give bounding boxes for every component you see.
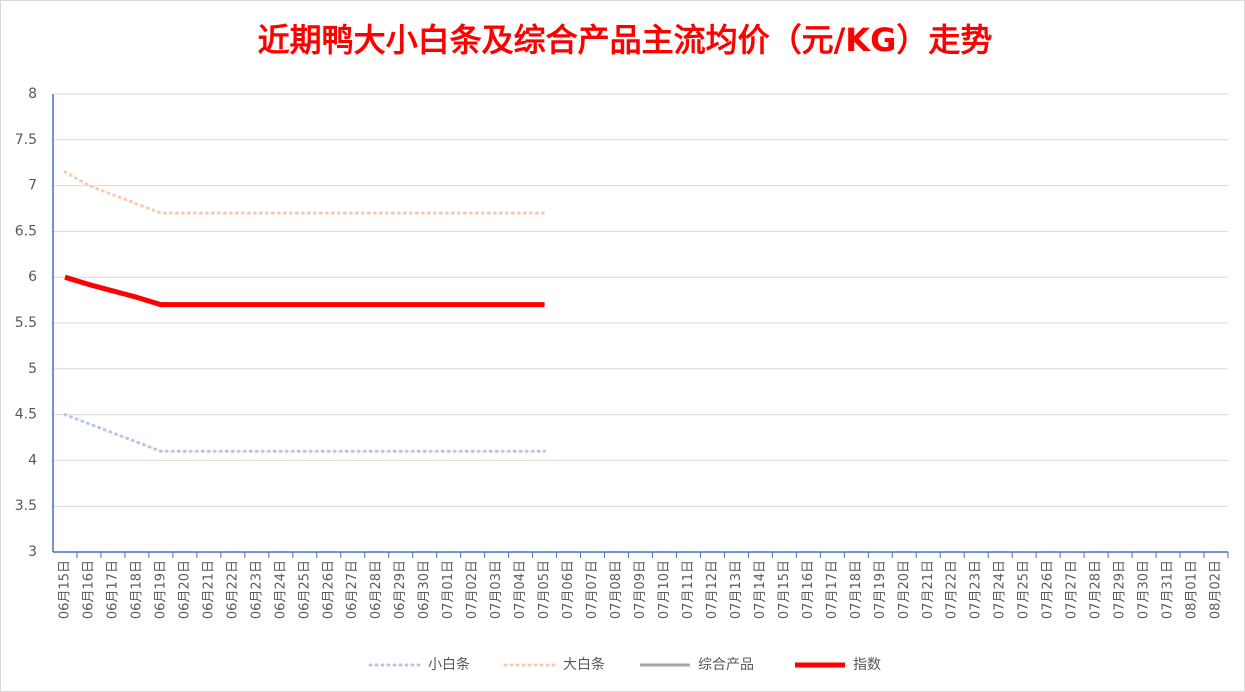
legend-label: 综合产品 <box>698 657 754 673</box>
x-tick-label: 07月02日 <box>465 560 480 619</box>
x-tick-label: 06月22日 <box>225 560 240 619</box>
x-tick-label: 07月27日 <box>1065 560 1080 619</box>
x-tick-label: 07月29日 <box>1113 560 1128 619</box>
x-tick-label: 07月04日 <box>513 560 528 619</box>
x-tick-label: 07月13日 <box>729 560 744 619</box>
x-tick-label: 07月12日 <box>705 560 720 619</box>
y-tick-label: 4.5 <box>15 407 37 423</box>
y-tick-label: 4 <box>28 452 37 468</box>
x-tick-label: 06月24日 <box>273 560 288 619</box>
series-line <box>64 274 545 308</box>
y-tick-label: 6.5 <box>15 223 37 239</box>
legend-label: 大白条 <box>563 656 605 673</box>
y-tick-label: 8 <box>28 86 37 102</box>
x-tick-label: 07月03日 <box>489 560 504 619</box>
x-tick-label: 07月01日 <box>441 560 456 619</box>
x-tick-label: 07月18日 <box>849 560 864 619</box>
x-tick-label: 07月16日 <box>801 560 816 619</box>
x-tick-label: 07月28日 <box>1089 560 1104 619</box>
x-tick-label: 07月11日 <box>681 560 696 619</box>
x-tick-label: 06月23日 <box>249 560 264 619</box>
x-tick-label: 07月15日 <box>777 560 792 619</box>
x-tick-label: 07月26日 <box>1041 560 1056 619</box>
y-tick-label: 3.5 <box>15 498 37 514</box>
x-tick-label: 06月20日 <box>177 560 192 619</box>
y-tick-label: 6 <box>28 269 37 285</box>
x-tick-label: 07月25日 <box>1017 560 1032 619</box>
x-tick-label: 07月08日 <box>609 560 624 619</box>
x-tick-label: 07月17日 <box>825 560 840 619</box>
x-tick-label: 07月31日 <box>1161 560 1176 619</box>
x-tick-label: 06月18日 <box>129 560 144 619</box>
chart-title: 近期鸭大小白条及综合产品主流均价（元/KG）走势 <box>258 21 993 59</box>
x-tick-label: 07月20日 <box>897 560 912 619</box>
x-tick-label: 07月14日 <box>753 560 768 619</box>
y-tick-label: 7.5 <box>15 132 37 148</box>
x-tick-label: 06月29日 <box>393 560 408 619</box>
x-tick-label: 07月30日 <box>1137 560 1152 619</box>
x-tick-label: 06月17日 <box>105 560 120 619</box>
x-tick-label: 08月02日 <box>1209 560 1224 619</box>
y-tick-label: 5 <box>28 361 37 377</box>
x-tick-label: 07月21日 <box>921 560 936 619</box>
x-tick-label: 06月26日 <box>321 560 336 619</box>
x-tick-label: 07月23日 <box>969 560 984 619</box>
y-tick-label: 5.5 <box>15 315 37 331</box>
x-tick-label: 06月21日 <box>201 560 216 619</box>
x-tick-label: 07月07日 <box>585 560 600 619</box>
x-tick-label: 06月30日 <box>417 560 432 619</box>
legend-label: 指数 <box>853 657 881 673</box>
x-tick-label: 06月15日 <box>57 560 72 619</box>
x-tick-label: 07月24日 <box>993 560 1008 619</box>
x-tick-label: 07月22日 <box>945 560 960 619</box>
y-tick-label: 7 <box>28 178 37 194</box>
x-tick-label: 07月09日 <box>633 560 648 619</box>
x-tick-label: 06月25日 <box>297 560 312 619</box>
x-tick-label: 07月05日 <box>537 560 552 619</box>
x-tick-label: 07月10日 <box>657 560 672 619</box>
x-tick-label: 06月16日 <box>81 560 96 619</box>
x-tick-label: 06月19日 <box>153 560 168 619</box>
y-tick-label: 3 <box>28 544 37 560</box>
x-tick-label: 06月27日 <box>345 560 360 619</box>
x-tick-label: 08月01日 <box>1185 560 1200 619</box>
series-line <box>63 170 547 215</box>
series-line <box>63 413 547 453</box>
x-tick-label: 07月06日 <box>561 560 576 619</box>
legend-label: 小白条 <box>428 656 470 673</box>
x-tick-label: 06月28日 <box>369 560 384 619</box>
x-tick-label: 07月19日 <box>873 560 888 619</box>
